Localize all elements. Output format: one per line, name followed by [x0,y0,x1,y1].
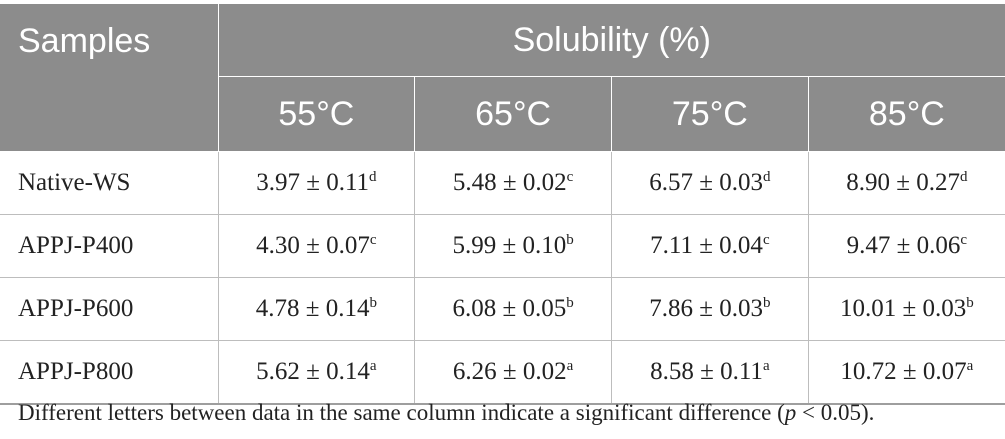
value-cell: 9.47 ± 0.06c [808,214,1005,278]
cell-value: 9.47 ± 0.06 [846,232,961,259]
significance-letter: c [762,232,770,248]
value-cell: 5.99 ± 0.10b [414,214,612,278]
value-cell: 4.78 ± 0.14b [218,277,416,341]
samples-header: Samples [0,4,219,152]
value-cell: 5.48 ± 0.02c [414,151,612,215]
cell-value: 7.86 ± 0.03 [649,295,763,322]
value-cell: 7.86 ± 0.03b [611,277,809,341]
significance-letter: a [369,358,377,374]
significance-letter: b [566,232,574,248]
cell-value: 3.97 ± 0.11 [256,169,370,196]
value-cell: 8.90 ± 0.27d [808,151,1005,215]
table-row: Native-WS 3.97 ± 0.11d 5.48 ± 0.02c 6.57… [0,151,1005,215]
value-cell: 4.30 ± 0.07c [218,214,416,278]
footnote-text: Different letters between data in the sa… [18,400,785,425]
value-cell: 6.26 ± 0.02a [414,340,612,405]
significance-letter: d [369,169,377,185]
significance-letter: c [960,232,968,248]
cell-value: 5.99 ± 0.10 [452,232,567,259]
significance-letter: d [960,169,968,185]
sample-name: APPJ-P600 [0,277,219,341]
value-cell: 5.62 ± 0.14a [218,340,416,405]
significance-letter: b [566,295,574,311]
cell-value: 10.72 ± 0.07 [840,358,967,385]
sample-name: APPJ-P800 [0,340,219,405]
cell-value: 10.01 ± 0.03 [840,295,967,322]
solubility-group-header: Solubility (%) [218,4,1005,77]
value-cell: 6.08 ± 0.05b [414,277,612,341]
cell-value: 6.08 ± 0.05 [452,295,567,322]
cell-value: 7.11 ± 0.04 [650,232,763,259]
value-cell: 10.72 ± 0.07a [808,340,1005,405]
cell-value: 5.62 ± 0.14 [256,358,370,385]
cell-value: 4.78 ± 0.14 [255,295,370,322]
cell-value: 8.90 ± 0.27 [846,169,960,196]
temp-header-75: 75°C [611,76,809,152]
p-symbol: p [784,400,797,425]
value-cell: 6.57 ± 0.03d [611,151,809,215]
temp-header-55: 55°C [218,76,416,152]
significance-letter: a [566,358,574,374]
table-row: APPJ-P600 4.78 ± 0.14b 6.08 ± 0.05b 7.86… [0,277,1005,341]
sample-name: APPJ-P400 [0,214,219,278]
value-cell: 3.97 ± 0.11d [218,151,416,215]
sample-name: Native-WS [0,151,219,215]
significance-letter: d [762,169,771,185]
value-cell: 8.58 ± 0.11a [611,340,809,405]
table-footnote: Different letters between data in the sa… [18,400,874,426]
table-row: APPJ-P400 4.30 ± 0.07c 5.99 ± 0.10b 7.11… [0,214,1005,278]
temp-header-85: 85°C [808,76,1005,152]
cell-value: 5.48 ± 0.02 [452,169,567,196]
value-cell: 10.01 ± 0.03b [808,277,1005,341]
significance-letter: b [966,295,974,311]
cell-value: 4.30 ± 0.07 [256,232,370,259]
temp-header-65: 65°C [414,76,612,152]
table-row: APPJ-P800 5.62 ± 0.14a 6.26 ± 0.02a 8.58… [0,340,1005,405]
cell-value: 6.57 ± 0.03 [649,169,763,196]
cell-value: 8.58 ± 0.11 [650,358,763,385]
significance-letter: b [762,295,771,311]
cell-value: 6.26 ± 0.02 [452,358,567,385]
solubility-table: Samples Solubility (%) 55°C 65°C 75°C 85… [0,4,1005,405]
significance-letter: b [369,295,377,311]
significance-letter: a [762,358,770,374]
significance-letter: a [966,358,974,374]
significance-letter: c [566,169,574,185]
significance-letter: c [369,232,377,248]
footnote-threshold: < 0.05). [796,400,875,425]
value-cell: 7.11 ± 0.04c [611,214,809,278]
